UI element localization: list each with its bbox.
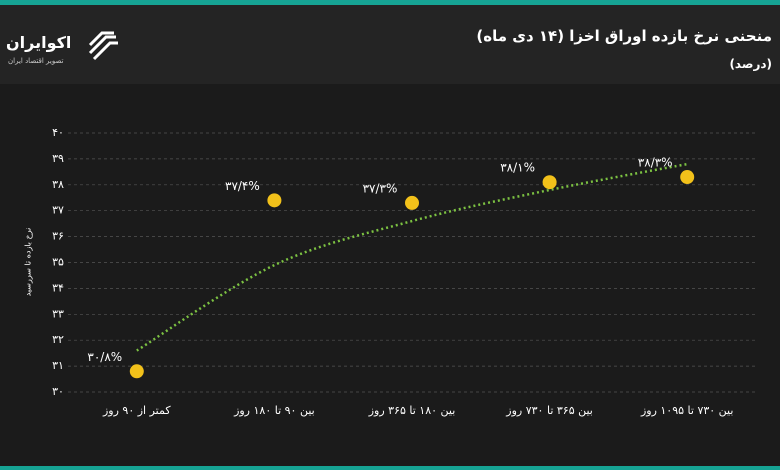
y-tick-label: ۳۹: [52, 152, 64, 165]
value-label: ۳۷/۴%: [225, 179, 260, 193]
x-tick-label: بین ۱۸۰ تا ۳۶۵ روز: [368, 404, 456, 417]
y-tick-label: ۳۶: [52, 230, 64, 243]
y-tick-label: ۳۳: [52, 307, 64, 320]
trendline: [136, 162, 688, 352]
x-tick-label: بین ۷۳۰ تا ۱۰۹۵ روز: [640, 404, 733, 417]
value-label: ۳۸/۱%: [500, 161, 535, 175]
y-tick-label: ۳۸: [52, 178, 64, 191]
logo-text: اکوایران: [6, 33, 72, 52]
y-tick-label: ۳۰: [52, 385, 64, 398]
logo-icon: [88, 31, 118, 61]
footer-bar: [0, 466, 780, 470]
y-tick-label: ۳۲: [52, 333, 64, 346]
y-tick-label: ۴۰: [52, 126, 64, 139]
x-tick-label: بین ۹۰ تا ۱۸۰ روز: [233, 404, 315, 417]
value-label: ۳۸/۳%: [638, 156, 673, 170]
header: منحنی نرخ بازده اوراق اخزا (۱۴ دی ماه) (…: [0, 0, 780, 84]
point: [680, 170, 695, 185]
value-label: ۳۷/۳%: [363, 181, 398, 195]
value-label: ۳۰/۸%: [87, 350, 122, 364]
chart-title: منحنی نرخ بازده اوراق اخزا (۱۴ دی ماه): [476, 27, 772, 45]
point: [267, 193, 282, 208]
y-tick-label: ۳۱: [52, 359, 64, 372]
chart-subtitle: (درصد): [729, 57, 772, 71]
point: [542, 175, 557, 190]
y-tick-label: ۳۴: [52, 281, 64, 294]
point: [405, 195, 419, 210]
logo-tagline: تصویر اقتصاد ایران: [8, 57, 64, 65]
y-tick-label: ۳۵: [52, 256, 64, 269]
x-tick-label: بین ۳۶۵ تا ۷۳۰ روز: [505, 404, 593, 417]
point: [129, 364, 144, 379]
y-tick-label: ۳۷: [52, 204, 64, 217]
x-tick-label: کمتر از ۹۰ روز: [102, 404, 171, 417]
y-axis-title: نرخ بازده تا سررسید: [24, 228, 33, 297]
